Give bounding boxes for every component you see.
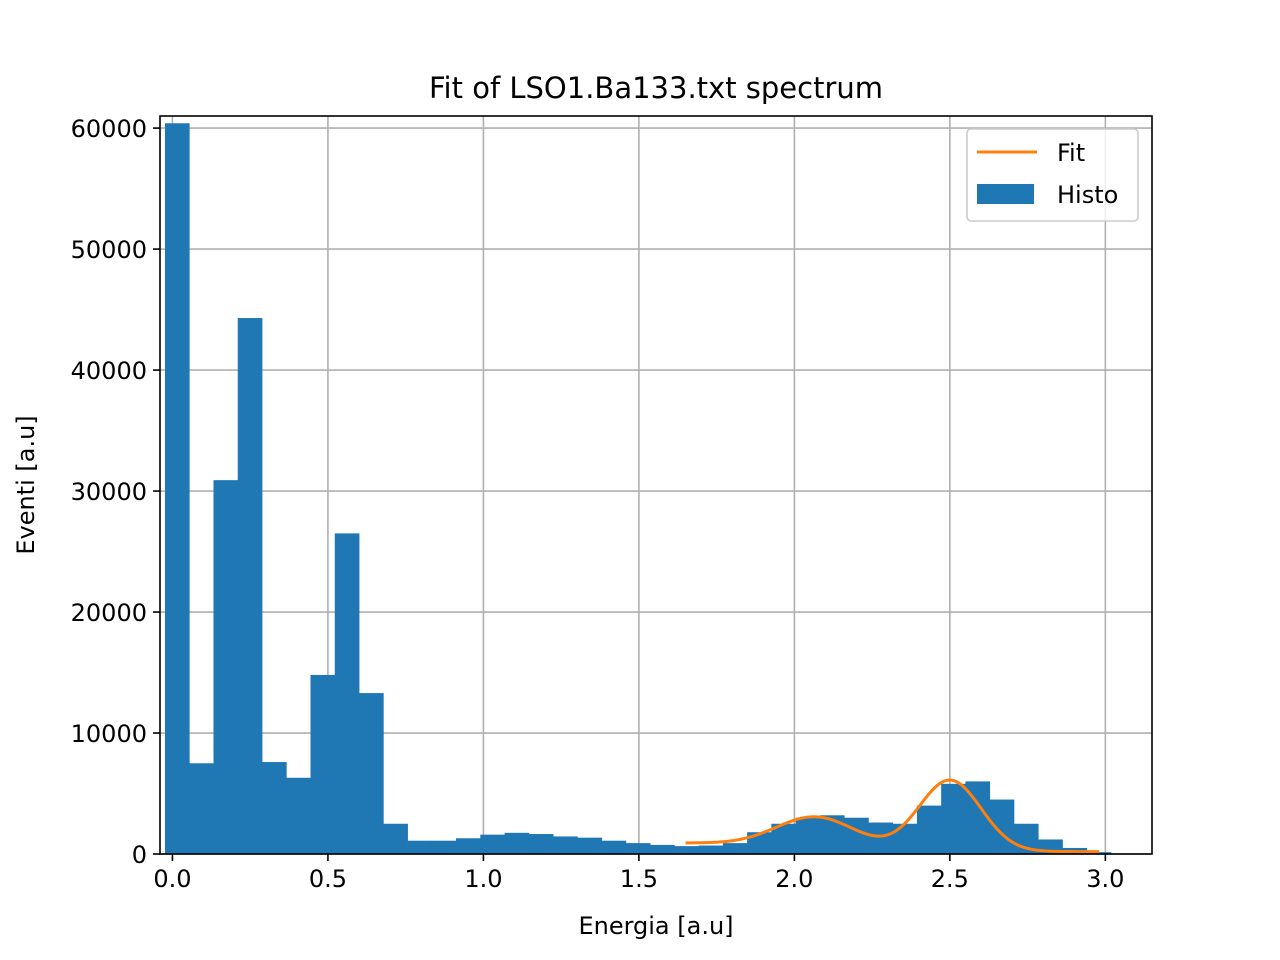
histogram-bar [528,834,554,854]
histogram-bar [261,762,287,854]
histogram-bar [916,805,942,854]
histogram-bar [601,840,627,854]
x-tick-label: 2.0 [775,865,813,893]
y-axis-label: Eventi [a.u] [12,415,40,554]
x-axis-label: Energia [a.u] [578,912,733,940]
chart-title: Fit of LSO1.Ba133.txt spectrum [429,71,883,105]
histogram-bar [674,846,700,854]
y-tick-label: 60000 [71,115,147,143]
y-tick-label: 20000 [71,599,147,627]
axis-ticks: 0.0 0.5 1.0 1.5 2.0 2.5 3.0 0 10000 20000 30000 400… [71,115,1125,893]
histogram-bar [577,837,602,854]
histogram-bar [504,832,530,854]
y-tick-label: 0 [132,841,147,869]
histogram-bar [237,318,263,855]
histogram-bar [650,844,675,854]
histogram-bar [407,840,433,854]
histogram-bars [164,123,1112,855]
histogram-bar [431,840,457,854]
histogram-bar [1086,852,1112,854]
legend-histo-label: Histo [1057,181,1118,209]
plot-frame [159,115,1153,855]
histogram-bar [456,838,481,854]
y-tick-label: 40000 [71,357,147,385]
histogram-bar [383,823,408,854]
histogram-bar [334,533,360,854]
histogram-bar [553,836,578,854]
histogram-bar [189,763,214,854]
histogram-bar [480,834,505,854]
histogram-bar [795,817,821,854]
x-tick-label: 3.0 [1086,865,1124,893]
legend-fit-label: Fit [1057,139,1085,167]
histogram-bar [722,843,748,854]
histogram-bar [892,823,918,854]
fit-curve [685,778,1100,854]
x-tick-label: 0.0 [153,865,191,893]
legend: Fit Histo [966,128,1139,222]
legend-histo-swatch [977,184,1034,204]
histogram-bar [310,674,336,854]
histogram-bar [164,123,190,854]
x-tick-label: 1.0 [464,865,502,893]
histogram-bar [941,783,966,854]
histogram-bar [747,832,772,854]
histogram-bar [625,843,651,854]
histogram-bar [359,693,384,854]
x-tick-label: 2.5 [931,865,969,893]
y-tick-label: 10000 [71,720,147,748]
histogram-bar [698,845,724,854]
histogram-bar [844,817,869,854]
y-tick-label: 50000 [71,236,147,264]
histogram-bar [286,777,311,854]
histogram-bar [213,480,239,854]
x-tick-label: 1.5 [620,865,658,893]
y-tick-label: 30000 [71,478,147,506]
histogram-bar [868,822,894,854]
x-tick-label: 0.5 [309,865,347,893]
